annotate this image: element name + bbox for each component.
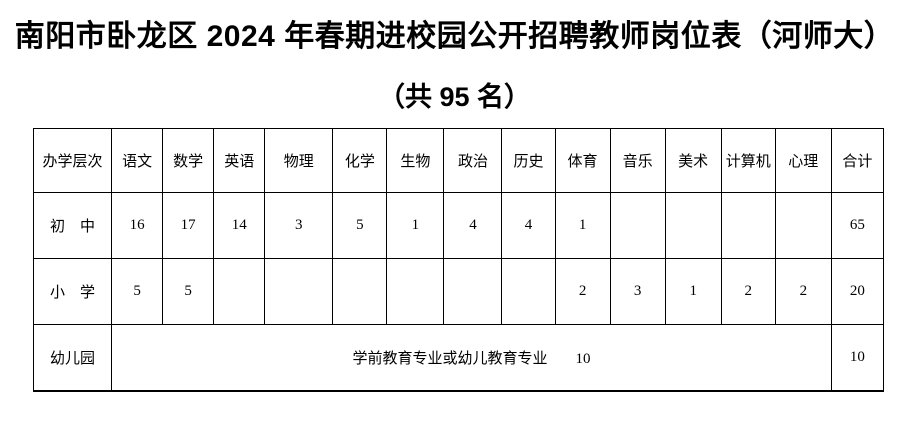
table-cell: 5 [111,258,164,325]
header-cell-art: 美术 [664,128,722,193]
row-label: 初 中 [32,192,113,259]
table-cell [332,258,388,325]
table-cell [664,192,722,259]
table-cell: 1 [664,258,722,325]
table-cell [774,192,832,259]
table-cell: 2 [554,258,611,325]
header-cell-total: 合计 [830,128,885,193]
header-cell-pe: 体育 [554,128,611,193]
row-label: 幼儿园 [32,324,113,391]
merged-note-text: 学前教育专业或幼儿教育专业 [352,350,548,367]
table-cell [501,258,556,325]
header-cell-math: 数学 [162,128,215,193]
table-row-primary: 小 学 5 5 2 3 1 2 2 20 [32,258,885,325]
table-row-junior-high: 初 中 16 17 14 3 5 1 4 4 1 65 [32,192,885,259]
header-cell-history: 历史 [501,128,556,193]
table-cell [213,258,266,325]
table-cell: 2 [720,258,776,325]
header-cell-chemistry: 化学 [332,128,388,193]
table-cell [386,258,445,325]
table-cell: 5 [162,258,215,325]
table-cell: 3 [264,192,334,259]
table-cell: 1 [386,192,445,259]
header-cell-chinese: 语文 [111,128,164,193]
table-cell: 17 [162,192,215,259]
table-cell [609,192,666,259]
table-cell: 2 [774,258,832,325]
header-cell-computer: 计算机 [720,128,776,193]
merged-note-value: 10 [575,350,591,367]
table-cell: 1 [554,192,611,259]
merged-note-cell: 学前教育专业或幼儿教育专业 10 [111,324,832,391]
table-row-kindergarten: 幼儿园 学前教育专业或幼儿教育专业 10 10 [32,324,885,391]
positions-table: 办学层次 语文 数学 英语 物理 化学 生物 政治 历史 体育 音乐 美术 计算… [32,128,885,392]
header-cell-physics: 物理 [264,128,334,193]
table-cell: 4 [443,192,503,259]
header-cell-psychology: 心理 [774,128,832,193]
table-cell [443,258,503,325]
header-cell-politics: 政治 [443,128,503,193]
header-cell-biology: 生物 [386,128,445,193]
table-cell: 14 [213,192,266,259]
header-cell-school-level: 办学层次 [32,128,113,193]
table-cell: 4 [501,192,556,259]
page-title: 南阳市卧龙区 2024 年春期进校园公开招聘教师岗位表（河师大） [14,20,895,53]
table-cell: 5 [332,192,388,259]
table-cell [720,192,776,259]
table-cell-total: 65 [830,192,885,259]
page-subtitle: （共 95 名） [377,82,532,112]
table-cell: 3 [609,258,666,325]
header-cell-english: 英语 [213,128,266,193]
table-cell: 16 [111,192,164,259]
row-label: 小 学 [32,258,113,325]
table-cell-total: 10 [830,324,885,391]
table-header-row: 办学层次 语文 数学 英语 物理 化学 生物 政治 历史 体育 音乐 美术 计算… [32,128,885,193]
table-cell [264,258,334,325]
table-cell-total: 20 [830,258,885,325]
header-cell-music: 音乐 [609,128,666,193]
